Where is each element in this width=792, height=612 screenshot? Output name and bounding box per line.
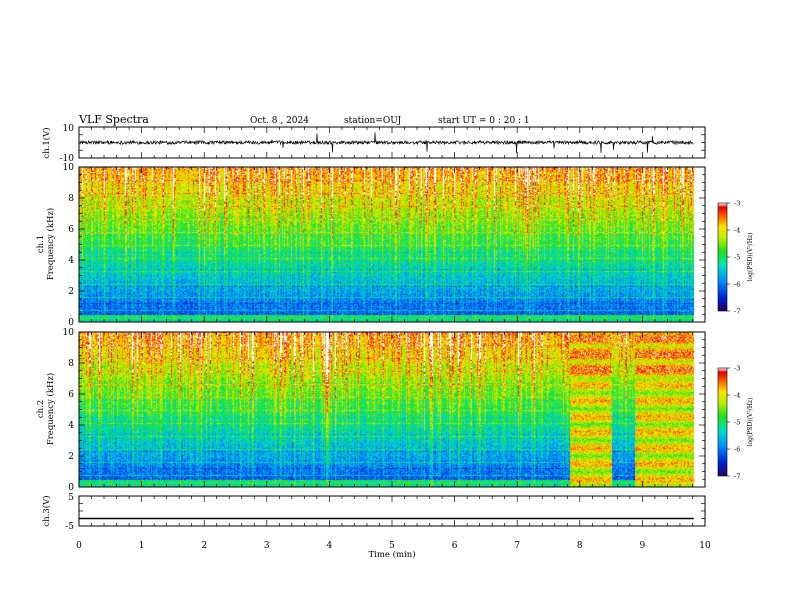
station-label: station=OUJ <box>344 116 402 126</box>
ch2-colorbar: -3 -4 -5 -6 -7 log(PSD)(V²/Hz) <box>717 365 754 481</box>
ch3-ylabel: ch.3(V) <box>41 495 52 526</box>
y-tick-label: 6 <box>68 390 74 400</box>
ch3-panel: 5 -5 ch.3(V) <box>41 493 706 532</box>
ch2-colorbar-scale <box>717 367 728 477</box>
y-tick-label: 10 <box>63 163 75 173</box>
x-tick-label: 7 <box>514 541 520 551</box>
y-tick-label: 8 <box>68 359 74 369</box>
ch1-ytick-bottom: -10 <box>60 154 75 164</box>
ch1-colorbar-label: log(PSD)(V²/Hz) <box>747 233 754 282</box>
x-tick-label: 1 <box>139 541 145 551</box>
start-time-label: start UT = 0 : 20 : 1 <box>438 116 530 126</box>
colorbar-tick-label: -4 <box>734 392 740 400</box>
time-axis: 0 1 2 3 4 5 6 7 8 9 10 <box>76 541 711 551</box>
colorbar-tick-label: -4 <box>734 227 740 235</box>
x-tick-label: 0 <box>76 541 82 551</box>
y-tick-label: 10 <box>63 328 75 338</box>
ch1-colorbar-scale <box>717 202 728 312</box>
colorbar-tick-label: -3 <box>734 200 740 208</box>
ch1-colorbar: -3 -4 -5 -6 -7 log(PSD)(V²/Hz) <box>717 200 754 316</box>
x-tick-label: 4 <box>327 541 333 551</box>
ch1-waveform-line <box>79 132 694 154</box>
x-tick-label: 5 <box>389 541 395 551</box>
colorbar-tick-label: -6 <box>734 281 740 289</box>
ch2-spectrogram-panel: 0 2 4 6 8 10 ch.2Frequency (kHz) <box>36 328 706 493</box>
y-tick-label: 6 <box>68 225 74 235</box>
ch1-spectrogram-image <box>79 167 705 322</box>
y-tick-label: 0 <box>68 318 74 328</box>
colorbar-tick-label: -3 <box>734 365 740 373</box>
x-tick-label: 3 <box>264 541 270 551</box>
y-tick-label: 2 <box>68 452 74 462</box>
colorbar-tick-label: -7 <box>734 473 740 481</box>
colorbar-tick-label: -5 <box>734 254 740 262</box>
y-tick-label: 8 <box>68 194 74 204</box>
colorbar-tick-label: -6 <box>734 446 740 454</box>
x-tick-label: 2 <box>201 541 207 551</box>
figure-title: VLF Spectra <box>78 113 149 126</box>
x-tick-label: 6 <box>452 541 458 551</box>
date-label: Oct. 8 , 2024 <box>250 116 309 126</box>
time-axis-label: Time (min) <box>368 549 415 560</box>
ch2-colorbar-label: log(PSD)(V²/Hz) <box>747 398 754 447</box>
ch3-ytick-bottom: -5 <box>65 522 74 532</box>
y-tick-label: 2 <box>68 287 74 297</box>
x-tick-label: 9 <box>640 541 646 551</box>
ch1-spectrogram-panel: 0 2 4 6 8 10 ch.1Frequency (kHz) <box>36 163 706 328</box>
colorbar-tick-label: -5 <box>734 419 740 427</box>
x-tick-label: 8 <box>577 541 583 551</box>
ch1-waveform-panel: 10 -10 ch.1(V) <box>41 124 706 164</box>
ch1-ytick-top: 10 <box>63 124 75 134</box>
ch1-ylabel: ch.1(V) <box>41 127 52 158</box>
ch3-ytick-top: 5 <box>68 493 74 503</box>
ch2-spectrogram-image <box>79 332 705 487</box>
y-tick-label: 4 <box>68 256 74 266</box>
colorbar-tick-label: -7 <box>734 308 740 316</box>
ch1-spectrogram-ylabel-channel: ch.1Frequency (kHz) <box>36 208 56 280</box>
x-tick-label: 10 <box>699 541 711 551</box>
ch2-spectrogram-ylabel-channel: ch.2Frequency (kHz) <box>36 373 56 445</box>
y-tick-label: 0 <box>68 483 74 493</box>
y-tick-label: 4 <box>68 421 74 431</box>
